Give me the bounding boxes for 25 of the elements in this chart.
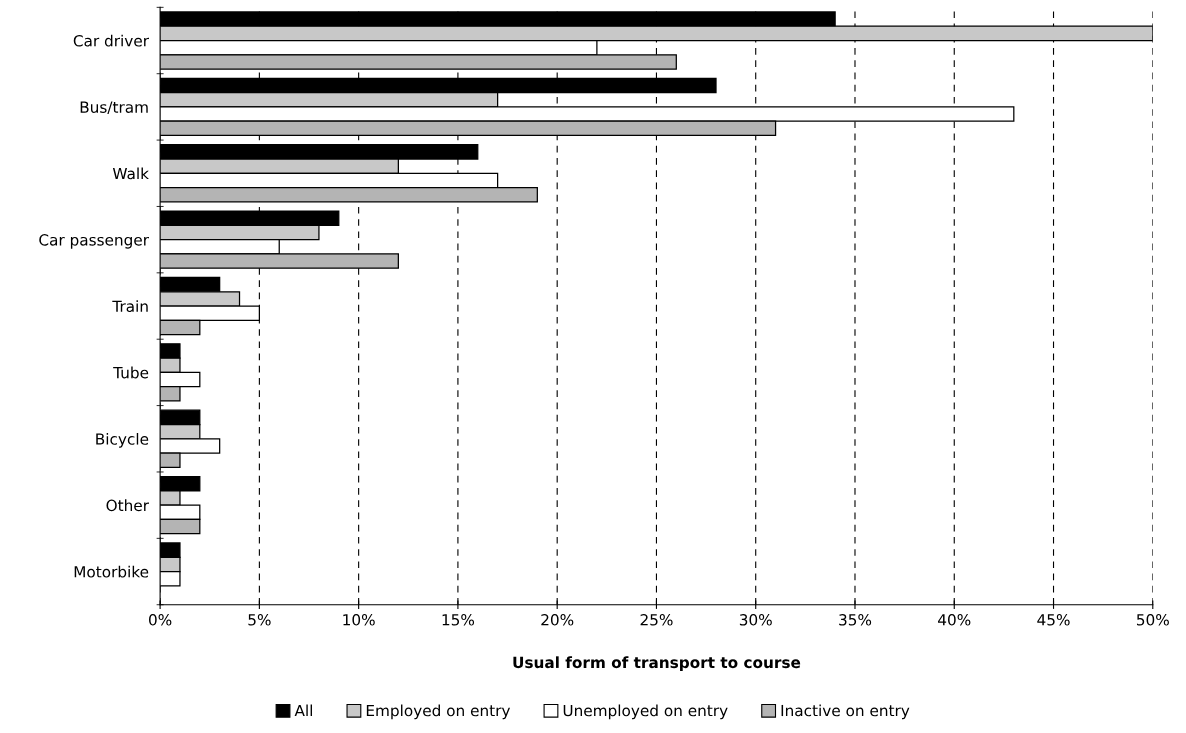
x-tick-label: 20% [541, 614, 574, 626]
y-tick-label: Other [106, 499, 149, 512]
y-tick-label: Bus/tram [80, 101, 148, 115]
x-tick-label: 50% [1136, 614, 1169, 626]
y-tick-label: Motorbike [74, 565, 149, 578]
y-tick-label: Car passenger [39, 234, 149, 249]
x-tick-label: 0% [149, 614, 172, 626]
y-tick-label: Tube [113, 366, 149, 379]
x-tick-label: 15% [442, 614, 475, 626]
x-tick-label: 10% [343, 614, 375, 626]
x-tick-label: 25% [640, 614, 673, 626]
y-tick-label: Walk [112, 167, 149, 180]
x-axis-title: Usual form of transport to course [513, 656, 801, 672]
legend-label: All [294, 704, 312, 717]
legend-label: Inactive on entry [781, 704, 910, 720]
y-tick-label: Bicycle [96, 432, 149, 448]
legend-label: Employed on entry [366, 704, 511, 720]
x-tick-label: 45% [1037, 614, 1070, 626]
x-tick-label: 5% [248, 614, 271, 626]
y-tick-label: Train [112, 300, 148, 313]
x-tick-label: 35% [839, 614, 872, 626]
x-tick-label: 30% [739, 614, 772, 626]
x-tick-label: 40% [938, 614, 971, 626]
y-tick-label: Car driver [73, 34, 149, 47]
legend-label: Unemployed on entry [563, 704, 728, 720]
